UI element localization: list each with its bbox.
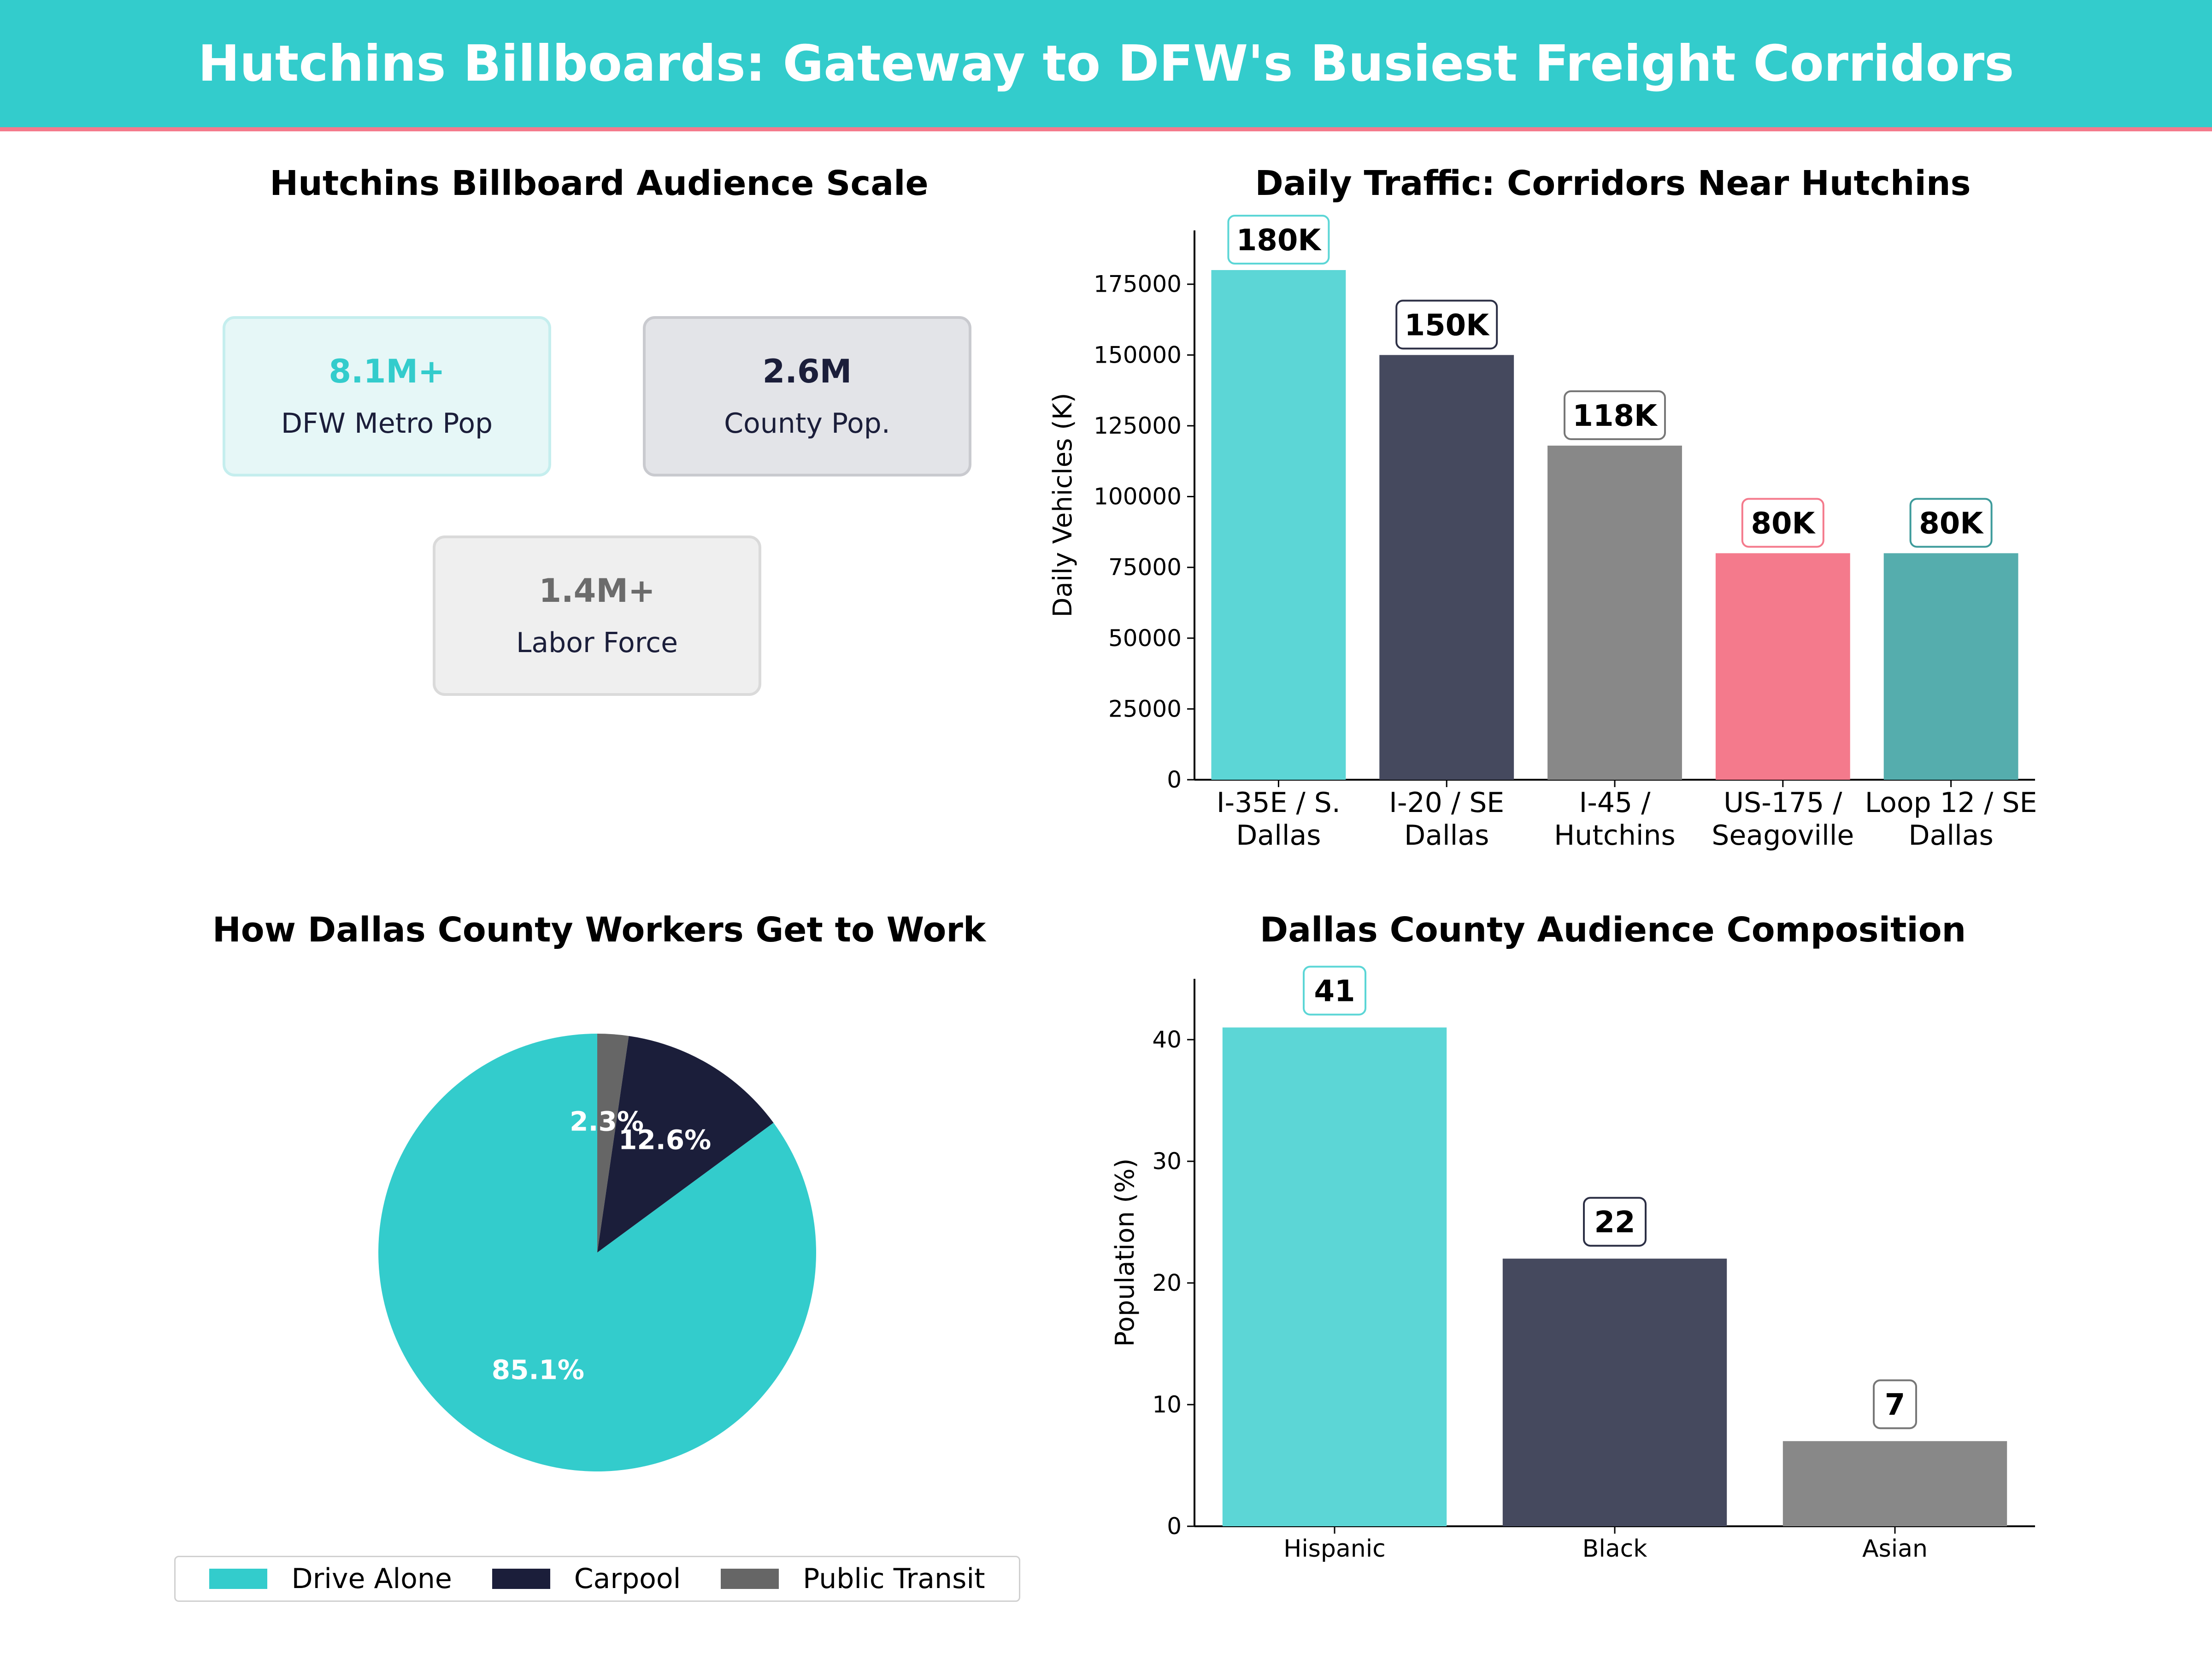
labor-force-card: 1.4M+ Labor Force xyxy=(433,535,761,696)
legend-item-carpool: Carpool xyxy=(492,1563,681,1595)
composition-panel-title: Dallas County Audience Composition xyxy=(1259,910,1966,950)
composition-bar-asian xyxy=(1783,1441,2007,1526)
composition-y-tick-label: 0 xyxy=(1167,1513,1182,1540)
composition-y-axis-label: Population (%) xyxy=(1110,1159,1140,1347)
traffic-bar-us-175-seagoville xyxy=(1715,553,1850,780)
traffic-x-tick-label-i-20-se-dallas: I-20 / SE Dallas xyxy=(1389,787,1504,852)
traffic-y-tick-label: 75000 xyxy=(1108,554,1182,581)
composition-data-label-box xyxy=(1873,1379,1917,1430)
traffic-y-tick-label: 100000 xyxy=(1094,483,1182,510)
traffic-x-tick-label-i-45-hutchins: I-45 /Hutchins xyxy=(1554,787,1676,852)
traffic-panel-title: Daily Traffic: Corridors Near Hutchins xyxy=(1255,164,1971,203)
traffic-data-label-box xyxy=(1909,498,1993,548)
traffic-bar-i-35e-s-dallas xyxy=(1211,270,1346,780)
composition-data-label-asian: 7 xyxy=(1885,1388,1906,1422)
legend-item-drive-alone: Drive Alone xyxy=(209,1563,452,1595)
labor-force-label: Labor Force xyxy=(516,627,678,659)
composition-data-label-hispanic: 41 xyxy=(1314,975,1355,1009)
traffic-y-tick-label: 150000 xyxy=(1094,341,1182,368)
header-banner: Hutchins Billboards: Gateway to DFW's Bu… xyxy=(0,0,2212,127)
traffic-data-label-i-35e-s-dallas: 180K xyxy=(1236,224,1322,258)
traffic-data-label-us-175-seagoville: 80K xyxy=(1751,506,1816,541)
traffic-bar-loop-12-se-dallas xyxy=(1883,553,2018,780)
traffic-y-tick-label: 175000 xyxy=(1094,271,1182,298)
pie-label-drive-alone: 85.1% xyxy=(492,1354,584,1385)
legend-swatch-public-transit xyxy=(721,1569,779,1589)
audience-panel-title: Hutchins Billboard Audience Scale xyxy=(270,164,929,203)
traffic-data-label-box xyxy=(1741,498,1824,548)
pie-label-carpool: 12.6% xyxy=(618,1124,711,1156)
traffic-y-tick-label: 50000 xyxy=(1108,625,1182,652)
traffic-bar-i-20-se-dallas xyxy=(1379,355,1514,780)
traffic-y-tick-label: 25000 xyxy=(1108,695,1182,722)
page-title: Hutchins Billboards: Gateway to DFW's Bu… xyxy=(198,35,2014,93)
traffic-bar-i-45-hutchins xyxy=(1547,445,1682,780)
labor-force-value: 1.4M+ xyxy=(539,572,655,610)
metro-pop-label: DFW Metro Pop xyxy=(281,407,493,440)
legend-label-carpool: Carpool xyxy=(574,1563,681,1595)
traffic-data-label-i-20-se-dallas: 150K xyxy=(1405,308,1490,342)
pie-label-public-transit: 2.3% xyxy=(570,1106,644,1137)
composition-y-tick-label: 10 xyxy=(1152,1391,1182,1418)
composition-bar-black xyxy=(1502,1259,1727,1526)
composition-x-tick-label-asian: Asian xyxy=(1862,1535,1928,1563)
county-pop-label: County Pop. xyxy=(724,407,890,440)
composition-y-tick-label: 40 xyxy=(1152,1026,1182,1053)
traffic-data-label-i-45-hutchins: 118K xyxy=(1572,399,1658,433)
header-accent-line xyxy=(0,127,2212,131)
composition-data-label-box xyxy=(1583,1197,1647,1247)
composition-x-tick-label-hispanic: Hispanic xyxy=(1283,1535,1386,1563)
legend-item-public-transit: Public Transit xyxy=(721,1563,985,1595)
traffic-x-tick-label-loop-12-se-dallas: Loop 12 / SE Dallas xyxy=(1865,787,2037,852)
legend-label-drive-alone: Drive Alone xyxy=(291,1563,452,1595)
legend-label-public-transit: Public Transit xyxy=(803,1563,985,1595)
county-pop-value: 2.6M xyxy=(762,353,852,390)
composition-bar-hispanic xyxy=(1222,1027,1447,1526)
traffic-x-tick-label-i-35e-s-dallas: I-35E / S. Dallas xyxy=(1217,787,1341,852)
traffic-data-label-box xyxy=(1227,215,1330,265)
composition-y-tick-label: 30 xyxy=(1152,1148,1182,1175)
composition-data-label-black: 22 xyxy=(1594,1206,1635,1240)
composition-data-label-box xyxy=(1303,965,1366,1016)
traffic-y-axis-label: Daily Vehicles (K) xyxy=(1048,393,1078,617)
commute-panel-title: How Dallas County Workers Get to Work xyxy=(212,910,986,950)
composition-x-tick-label-black: Black xyxy=(1583,1535,1647,1563)
metro-pop-value: 8.1M+ xyxy=(329,353,445,390)
metro-pop-card: 8.1M+ DFW Metro Pop xyxy=(223,316,551,477)
commute-legend: Drive Alone Carpool Public Transit xyxy=(174,1556,1020,1602)
traffic-x-tick-label-us-175-seagoville: US-175 /Seagoville xyxy=(1712,787,1854,852)
traffic-y-tick-label: 125000 xyxy=(1094,412,1182,439)
pie-slice-public-transit xyxy=(597,1034,629,1253)
traffic-data-label-box xyxy=(1395,300,1498,350)
traffic-data-label-loop-12-se-dallas: 80K xyxy=(1919,506,1984,541)
county-pop-card: 2.6M County Pop. xyxy=(643,316,971,477)
composition-y-tick-label: 20 xyxy=(1152,1270,1182,1296)
legend-swatch-drive-alone xyxy=(209,1569,268,1589)
pie-slice-carpool xyxy=(597,1035,774,1253)
traffic-data-label-box xyxy=(1564,390,1666,440)
traffic-y-tick-label: 0 xyxy=(1167,766,1182,793)
legend-swatch-carpool xyxy=(492,1569,550,1589)
